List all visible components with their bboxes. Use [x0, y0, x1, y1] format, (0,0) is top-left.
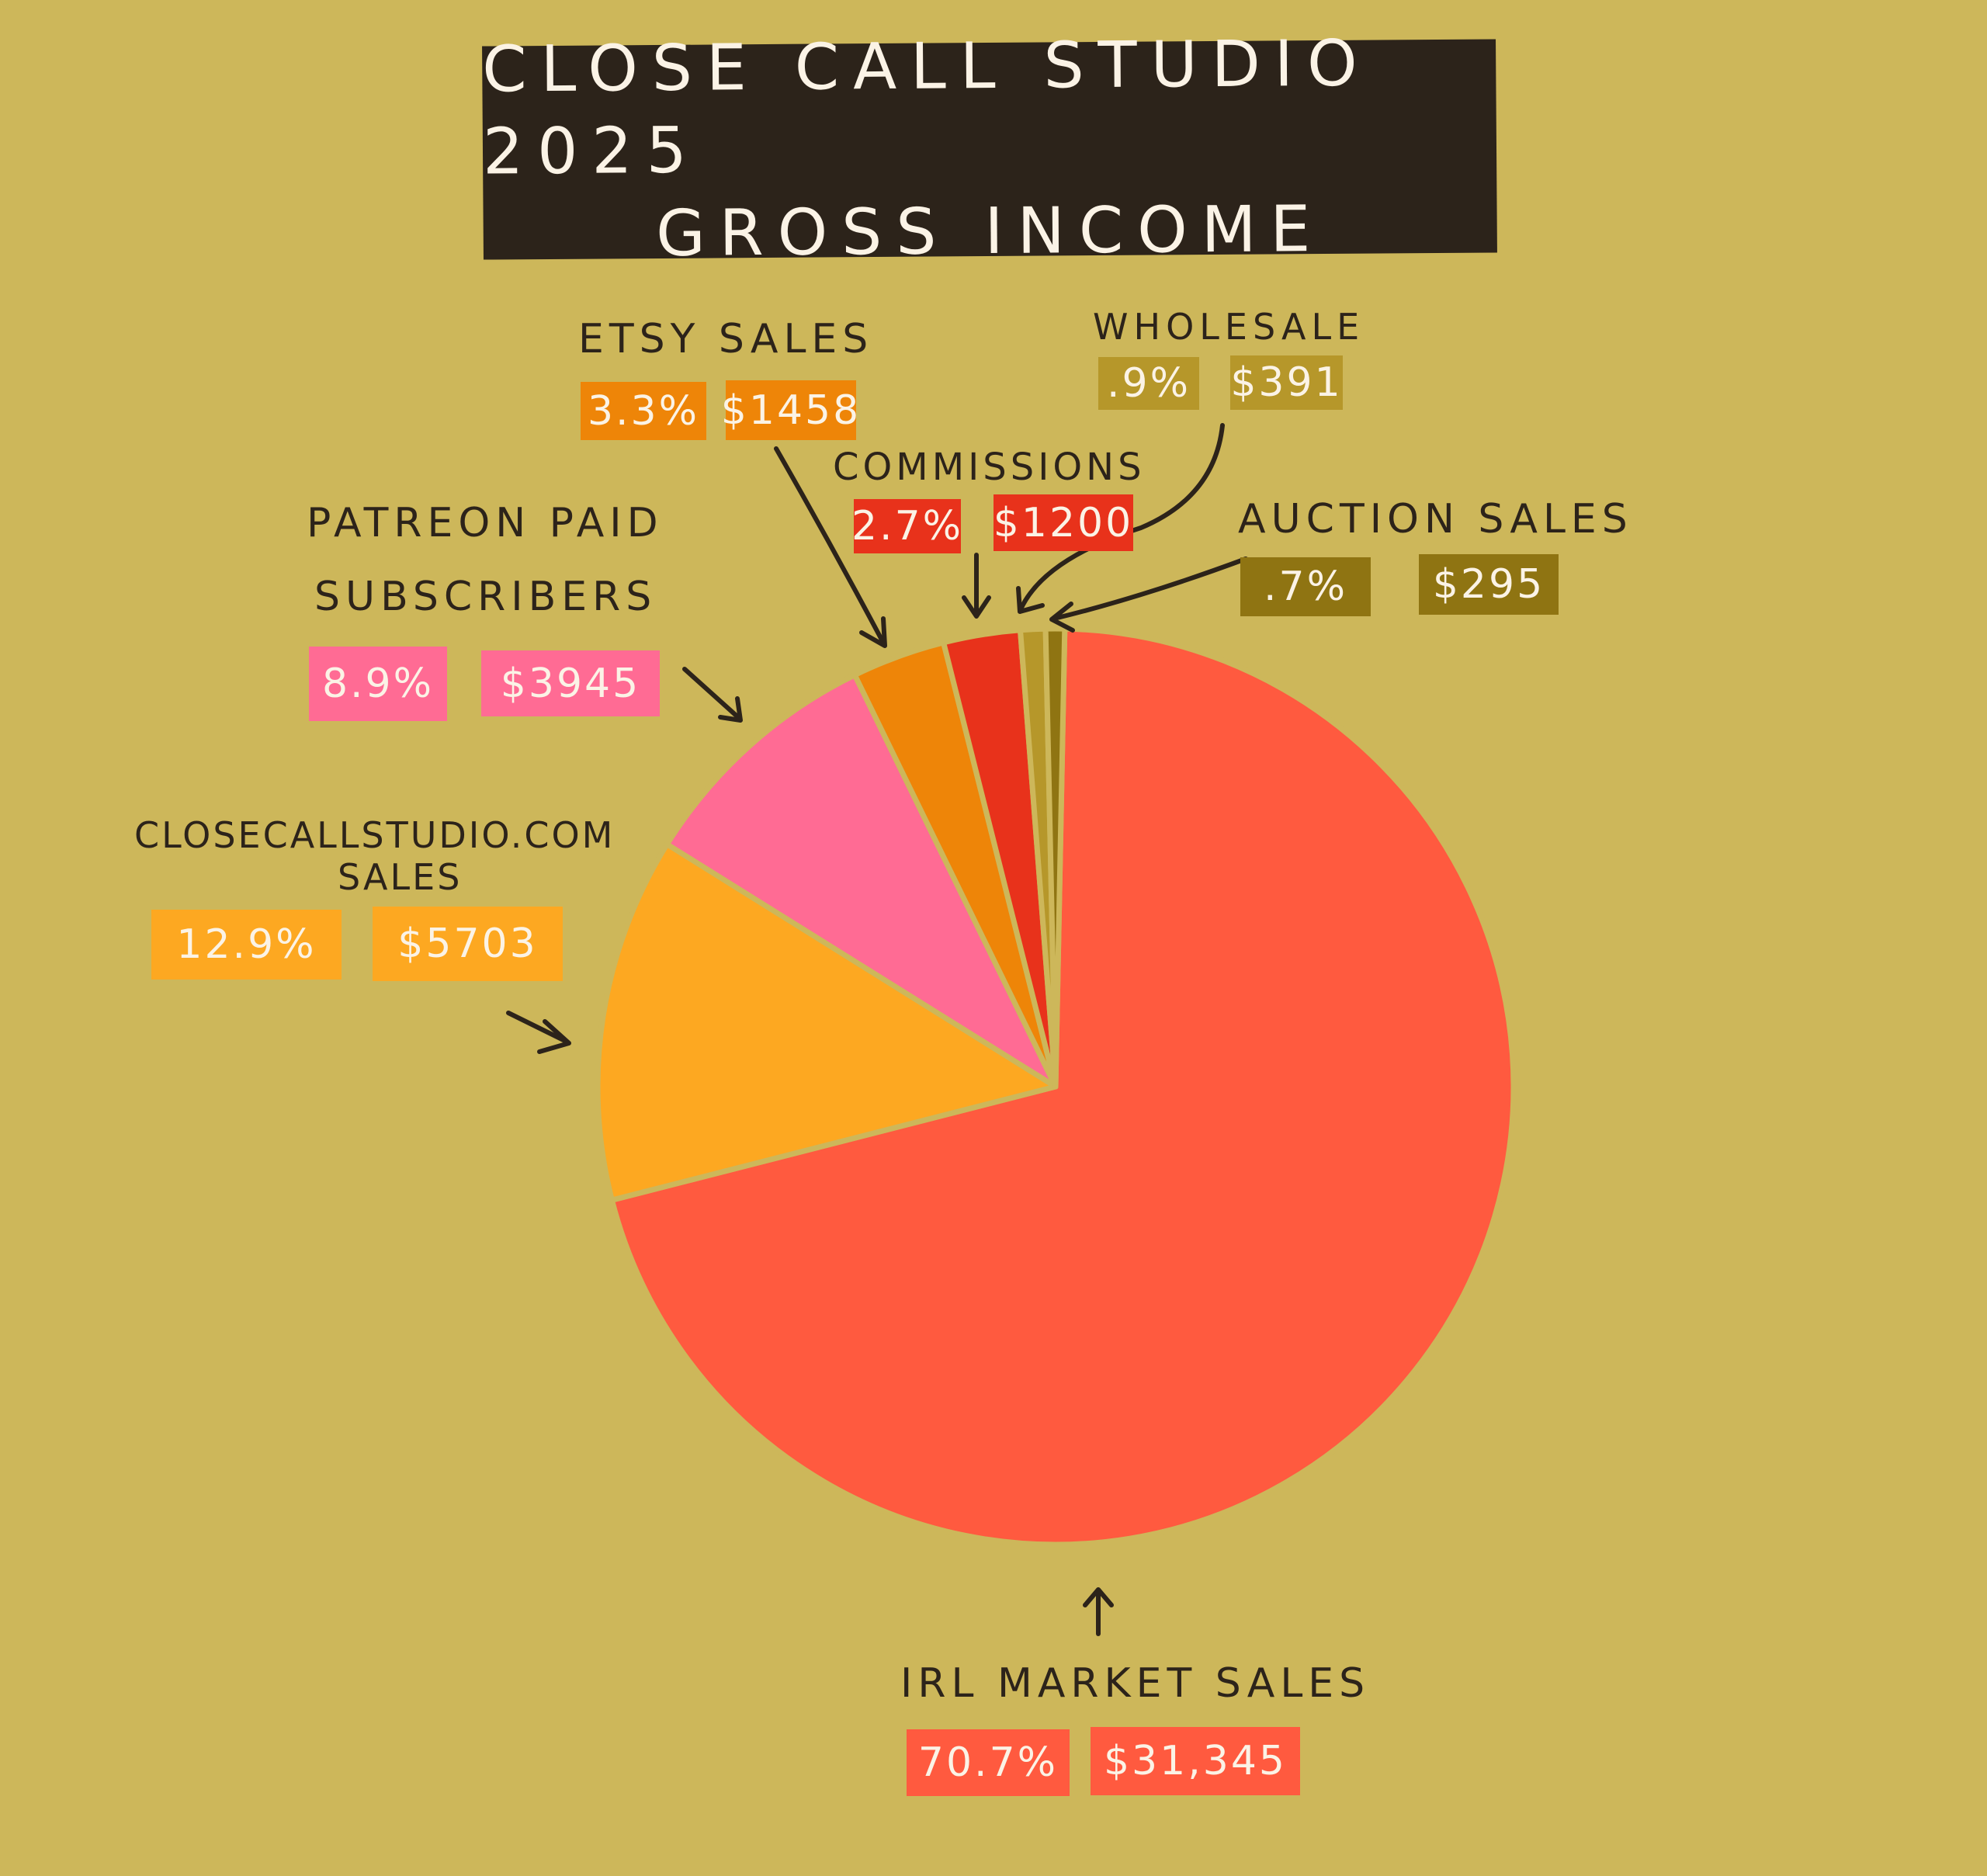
- amount-tag-etsy: $1458: [721, 380, 858, 440]
- amount-tag-patreon: $3945: [481, 650, 660, 716]
- amount-tag-wholesale: $391: [1230, 355, 1343, 410]
- slice-label-closecallstudio-line-2: SALES: [338, 856, 463, 898]
- amount-tag-irl-market: $31,345: [1091, 1727, 1300, 1795]
- slice-label-closecallstudio-line-1: CLOSECALLSTUDIO.COM: [134, 814, 616, 856]
- percent-tag-closecallstudio: 12.9%: [151, 910, 342, 980]
- arrow-irl-market: [1083, 1587, 1114, 1636]
- arrow-patreon: [682, 667, 743, 723]
- percent-tag-patreon: 8.9%: [309, 647, 447, 721]
- pie-slice-irl-market: [609, 626, 1517, 1548]
- title-box: CLOSE CALL STUDIO 2025 GROSS INCOME: [482, 26, 1497, 271]
- pie-slice-patreon: [664, 672, 1059, 1090]
- arrow-closecallstudio: [506, 1011, 571, 1054]
- percent-tag-commissions: 2.7%: [851, 499, 961, 553]
- arrow-auction: [1049, 557, 1248, 633]
- amount-tag-auction: $295: [1419, 554, 1559, 615]
- pie-slice-closecallstudio: [595, 841, 1059, 1203]
- slice-label-auction: AUCTION SALES: [1238, 496, 1633, 543]
- pie-slice-auction: [1042, 626, 1068, 1090]
- arrow-commissions: [962, 553, 991, 619]
- amount-tag-closecallstudio: $5703: [373, 907, 563, 981]
- slice-label-patreon-line-1: PATREON PAID: [307, 500, 664, 546]
- percent-tag-wholesale: .9%: [1098, 357, 1199, 410]
- title-line-1: CLOSE CALL STUDIO 2025: [481, 26, 1371, 189]
- slice-label-etsy: ETSY SALES: [578, 316, 874, 362]
- amount-tag-commissions: $1200: [994, 494, 1133, 551]
- title-line-2: GROSS INCOME: [655, 192, 1325, 271]
- percent-tag-etsy: 3.3%: [581, 382, 706, 440]
- slice-label-irl-market: IRL MARKET SALES: [900, 1660, 1371, 1707]
- percent-tag-auction: .7%: [1240, 557, 1371, 616]
- arrow-etsy: [774, 446, 887, 648]
- slice-label-commissions: COMMISSIONS: [833, 446, 1146, 489]
- arrow-wholesale: [1016, 423, 1225, 614]
- percent-tag-irl-market: 70.7%: [907, 1729, 1070, 1796]
- slice-label-patreon-line-2: SUBSCRIBERS: [314, 574, 657, 620]
- slice-label-wholesale: WHOLESALE: [1093, 306, 1365, 348]
